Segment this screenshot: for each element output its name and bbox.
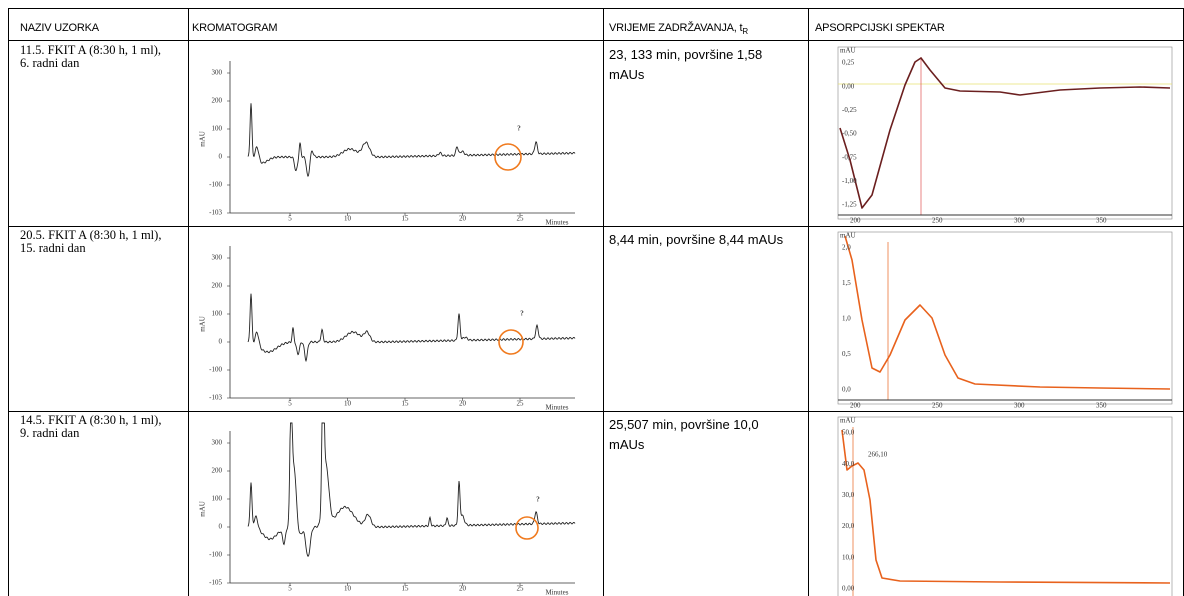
chromatogram-trace bbox=[247, 422, 576, 557]
y-tick-label: 300 bbox=[212, 439, 223, 447]
spectrum-y-tick-label: 30,0 bbox=[842, 491, 855, 499]
marker-circle bbox=[498, 329, 524, 355]
retention-time: 23, 133 min, površine 1,58 mAUs bbox=[609, 47, 763, 82]
spectrum-y-tick-label: 10,0 bbox=[842, 553, 855, 561]
x-tick-label: 20 bbox=[459, 585, 467, 593]
chromatogram-trace bbox=[247, 103, 576, 178]
header-cell: APSORPCIJSKI SPEKTAR bbox=[815, 22, 945, 34]
table-borders bbox=[8, 8, 1184, 596]
spectrum-y-tick-label: 0,5 bbox=[842, 350, 851, 358]
chromatogram-trace bbox=[247, 293, 576, 363]
spectrum-frame bbox=[837, 416, 1173, 596]
marker-circle bbox=[494, 143, 522, 171]
spectrum-y-tick-label: -0,50 bbox=[842, 130, 857, 138]
x-tick-label: 5 bbox=[288, 215, 292, 223]
x-tick-label: 20 bbox=[459, 215, 467, 223]
x-tick-label: 10 bbox=[344, 585, 352, 593]
x-tick-label: 15 bbox=[402, 585, 410, 593]
y-tick-label: 100 bbox=[212, 310, 223, 318]
spectrum-y-tick-label: 0,0 bbox=[842, 386, 851, 394]
y-tick-label: 200 bbox=[212, 97, 223, 105]
sample-name: 20.5. FKIT A (8:30 h, 1 ml), 15. radni d… bbox=[20, 228, 162, 255]
spectrum-trace bbox=[839, 57, 1171, 209]
spectrum-x-tick-label: 200 bbox=[850, 402, 861, 410]
spectrum-x-tick-label: 200 bbox=[850, 217, 861, 225]
spectrum-y-tick-label: 0,25 bbox=[842, 59, 855, 67]
sample-name: 11.5. FKIT A (8:30 h, 1 ml), 6. radni da… bbox=[20, 43, 161, 70]
spectrum-trace bbox=[841, 429, 1171, 584]
spectrum-y-tick-label: 1,5 bbox=[842, 279, 851, 287]
spectrum-x-tick-label: 350 bbox=[1096, 217, 1107, 225]
y-tick-label: 0 bbox=[219, 153, 223, 161]
x-tick-label: 5 bbox=[288, 585, 292, 593]
spectrum-y-label: mAU bbox=[840, 417, 856, 425]
spectrum-y-tick-label: 1,0 bbox=[842, 315, 851, 323]
spectrum-x-tick-label: 300 bbox=[1014, 402, 1025, 410]
spectrum-y-tick-label: 20,0 bbox=[842, 522, 855, 530]
marker-label: ? bbox=[520, 310, 524, 318]
header-subscript: R bbox=[742, 27, 748, 37]
peak-label: 266,10 bbox=[868, 451, 888, 459]
spectrum-y-tick-label: 2,0 bbox=[842, 244, 851, 252]
spectrum-y-tick-label: -0,75 bbox=[842, 153, 857, 161]
y-tick-label: -105 bbox=[209, 579, 222, 587]
spectrum-x-tick-label: 300 bbox=[1014, 217, 1025, 225]
y-axis-label: mAU bbox=[199, 131, 207, 147]
y-tick-label: 100 bbox=[212, 125, 223, 133]
spectrum-y-tick-label: -1,00 bbox=[842, 177, 857, 185]
y-tick-label: 300 bbox=[212, 69, 223, 77]
y-tick-label: -100 bbox=[209, 181, 222, 189]
marker-label: ? bbox=[536, 496, 540, 504]
y-tick-label: 200 bbox=[212, 282, 223, 290]
x-tick-label: 5 bbox=[288, 400, 292, 408]
spectrum-y-label: mAU bbox=[840, 232, 856, 240]
spectrum-y-tick-label: 50,0 bbox=[842, 429, 855, 437]
y-axis-label: mAU bbox=[199, 501, 207, 517]
x-tick-label: 20 bbox=[459, 400, 467, 408]
retention-time: 8,44 min, površine 8,44 mAUs bbox=[609, 232, 784, 247]
x-tick-label: 10 bbox=[344, 400, 352, 408]
x-tick-label: 25 bbox=[517, 400, 525, 408]
header-cell: KROMATOGRAM bbox=[192, 22, 278, 34]
spectrum-x-tick-label: 350 bbox=[1096, 402, 1107, 410]
y-tick-label: -100 bbox=[209, 366, 222, 374]
x-axis-label: Minutes bbox=[546, 589, 569, 596]
header-text: VRIJEME ZADRŽAVANJA, t bbox=[609, 22, 743, 34]
sample-name: 14.5. FKIT A (8:30 h, 1 ml), 9. radni da… bbox=[20, 413, 162, 440]
spectrum-frame bbox=[837, 46, 1173, 220]
x-tick-label: 15 bbox=[402, 400, 410, 408]
y-tick-label: 300 bbox=[212, 254, 223, 262]
header-cell: VRIJEME ZADRŽAVANJA, tR bbox=[609, 22, 748, 36]
y-tick-label: 0 bbox=[219, 523, 223, 531]
header-cell: NAZIV UZORKA bbox=[20, 22, 99, 34]
y-tick-label: -100 bbox=[209, 551, 222, 559]
retention-time: 25,507 min, površine 10,0 mAUs bbox=[609, 417, 759, 452]
x-tick-label: 25 bbox=[517, 215, 525, 223]
spectrum-y-tick-label: -1,25 bbox=[842, 201, 857, 209]
x-axis-label: Minutes bbox=[546, 404, 569, 412]
spectrum-x-tick-label: 250 bbox=[932, 402, 943, 410]
spectrum-y-tick-label: 0,00 bbox=[842, 82, 855, 90]
spectrum-x-tick-label: 250 bbox=[932, 217, 943, 225]
y-tick-label: 0 bbox=[219, 338, 223, 346]
x-axis-label: Minutes bbox=[546, 219, 569, 227]
x-tick-label: 25 bbox=[517, 585, 525, 593]
spectrum-y-tick-label: -0,25 bbox=[842, 106, 857, 114]
spectrum-y-tick-label: 0,00 bbox=[842, 585, 855, 593]
y-axis-label: mAU bbox=[199, 316, 207, 332]
spectrum-y-label: mAU bbox=[840, 47, 856, 55]
spectrum-frame bbox=[837, 231, 1173, 405]
y-tick-label: -103 bbox=[209, 209, 222, 217]
marker-circle bbox=[515, 516, 539, 540]
marker-label: ? bbox=[517, 125, 521, 133]
y-tick-label: 100 bbox=[212, 495, 223, 503]
y-tick-label: -103 bbox=[209, 394, 222, 402]
spectrum-trace bbox=[844, 235, 1171, 390]
x-tick-label: 10 bbox=[344, 215, 352, 223]
x-tick-label: 15 bbox=[402, 215, 410, 223]
spectrum-y-tick-label: 40,0 bbox=[842, 460, 855, 468]
y-tick-label: 200 bbox=[212, 467, 223, 475]
